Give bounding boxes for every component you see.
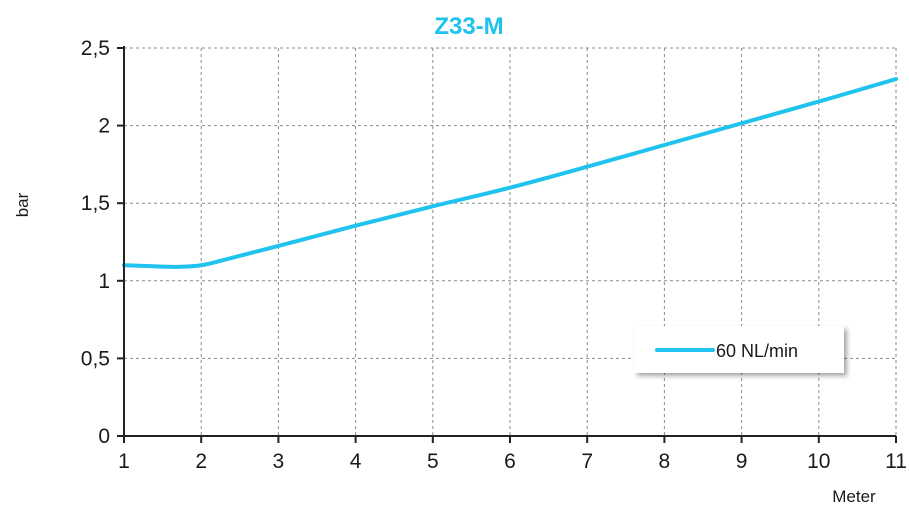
x-tick-label: 4 bbox=[350, 450, 362, 473]
x-tick-label: 6 bbox=[504, 450, 516, 473]
y-tick-label: 2,5 bbox=[81, 37, 110, 60]
y-tick-label: 0,5 bbox=[81, 347, 110, 370]
x-tick-label: 7 bbox=[581, 450, 593, 473]
legend-label: 60 NL/min bbox=[716, 341, 798, 361]
x-tick-label: 11 bbox=[885, 450, 907, 473]
x-axis-label: Meter bbox=[832, 487, 876, 506]
series-line-0 bbox=[122, 77, 898, 269]
tick-labels: 1 2 3 4 5 6 7 8 9 10 11 0 0,5 1 1,5 2 2,5 bbox=[81, 37, 907, 473]
grid bbox=[124, 47, 897, 436]
x-tick-label: 2 bbox=[195, 450, 207, 473]
x-tick-label: 5 bbox=[427, 450, 439, 473]
x-tick-label: 8 bbox=[659, 450, 671, 473]
axes bbox=[117, 46, 897, 443]
y-axis-label: bar bbox=[13, 192, 32, 217]
legend: 60 NL/min bbox=[634, 326, 844, 373]
y-tick-label: 1 bbox=[98, 270, 110, 293]
x-tick-label: 1 bbox=[118, 450, 130, 473]
x-tick-label: 3 bbox=[273, 450, 285, 473]
series-layer bbox=[122, 77, 898, 269]
x-tick-label: 9 bbox=[736, 450, 748, 473]
y-tick-label: 2 bbox=[98, 115, 110, 138]
x-tick-label: 10 bbox=[807, 450, 830, 473]
chart-title: Z33-M bbox=[434, 13, 503, 40]
y-tick-label: 1,5 bbox=[81, 192, 110, 215]
y-tick-label: 0 bbox=[98, 425, 110, 448]
